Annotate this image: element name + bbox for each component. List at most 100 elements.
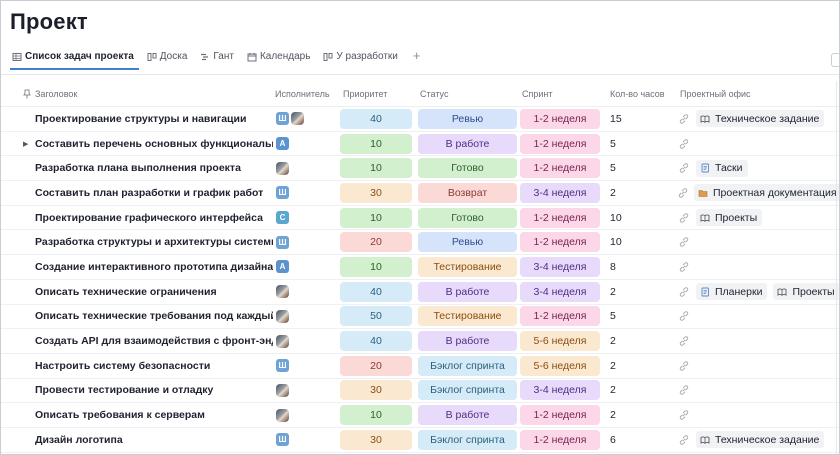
- sprint-cell[interactable]: 3-4 неделя: [520, 281, 608, 302]
- expand-caret-icon[interactable]: ▶: [23, 140, 29, 148]
- status-cell[interactable]: Ревью: [418, 232, 520, 253]
- table-row[interactable]: Описать технические ограничения 40 В работ…: [1, 280, 839, 305]
- sprint-cell[interactable]: 1-2 неделя: [520, 158, 608, 179]
- office-chip[interactable]: Техническое задание: [696, 431, 825, 449]
- sprint-cell[interactable]: 1-2 неделя: [520, 405, 608, 426]
- link-icon-wrap[interactable]: [678, 188, 688, 198]
- hours-cell[interactable]: 2: [610, 384, 616, 397]
- link-icon-wrap[interactable]: [678, 262, 690, 272]
- link-icon-wrap[interactable]: [678, 212, 690, 223]
- sprint-cell[interactable]: 1-2 неделя: [520, 133, 608, 154]
- tab-1[interactable]: Доска: [145, 47, 193, 70]
- table-row[interactable]: Составить план разработки и график работ…: [1, 181, 839, 206]
- hours-cell[interactable]: 2: [610, 186, 616, 199]
- office-chip[interactable]: Проектная документация: [694, 184, 839, 202]
- status-cell[interactable]: В работе: [418, 405, 520, 426]
- table-row[interactable]: ▶ Составить перечень основных функциональ…: [1, 132, 839, 157]
- task-title-cell[interactable]: Разработка структуры и архитектуры систе…: [1, 236, 273, 248]
- status-cell[interactable]: Тестирование: [418, 306, 520, 327]
- table-row[interactable]: Создать API для взаимодействия с фронт-э…: [1, 329, 839, 354]
- office-cell[interactable]: [678, 237, 839, 247]
- office-cell[interactable]: Планерки Проекты: [678, 283, 839, 301]
- table-row[interactable]: Описать технические требования под кажды…: [1, 305, 839, 330]
- assignee-cell[interactable]: Ш: [273, 186, 340, 200]
- assignee-cell[interactable]: [273, 408, 340, 422]
- assignee-cell[interactable]: А: [273, 137, 340, 151]
- link-icon-wrap[interactable]: [678, 237, 690, 247]
- assignee-cell[interactable]: [273, 334, 340, 348]
- task-title-cell[interactable]: Описать технические требования под кажды…: [1, 310, 273, 322]
- status-cell[interactable]: В работе: [418, 331, 520, 352]
- status-cell[interactable]: Бэклог спринта: [418, 429, 520, 450]
- table-row[interactable]: Дизайн логотипа Ш 30 Бэклог спринта 1-2 неде…: [1, 428, 839, 453]
- office-chip[interactable]: Техническое задание: [696, 110, 825, 128]
- tab-3[interactable]: Календарь: [245, 47, 315, 70]
- office-cell[interactable]: [678, 410, 839, 420]
- task-title-cell[interactable]: Составить план разработки и график работ: [1, 187, 273, 199]
- sprint-cell[interactable]: 1-2 неделя: [520, 306, 608, 327]
- assignee-cell[interactable]: С: [273, 211, 340, 225]
- task-title-cell[interactable]: Описать технические ограничения: [1, 286, 273, 298]
- table-row[interactable]: Провести тестирование и отладку 30 Бэклог …: [1, 379, 839, 404]
- assignee-cell[interactable]: А: [273, 260, 340, 274]
- table-row[interactable]: Проектирование графического интерфейса С 1…: [1, 206, 839, 231]
- status-cell[interactable]: Готово: [418, 207, 520, 228]
- hours-cell[interactable]: 5: [610, 162, 616, 175]
- table-row[interactable]: Проектирование структуры и навигации Ш 40 Р…: [1, 107, 839, 132]
- priority-cell[interactable]: 40: [340, 281, 418, 302]
- sprint-cell[interactable]: 3-4 неделя: [520, 380, 608, 401]
- column-header-assignee[interactable]: Исполнитель: [275, 88, 330, 99]
- status-cell[interactable]: В работе: [418, 133, 520, 154]
- tab-2[interactable]: Гант: [198, 47, 239, 70]
- hours-cell[interactable]: 5: [610, 310, 616, 323]
- table-row[interactable]: Разработка структуры и архитектуры систе…: [1, 230, 839, 256]
- status-cell[interactable]: Бэклог спринта: [418, 380, 520, 401]
- add-tab-button[interactable]: +: [412, 48, 421, 63]
- column-header-title[interactable]: Заголовок: [1, 89, 273, 99]
- priority-cell[interactable]: 10: [340, 405, 418, 426]
- link-icon-wrap[interactable]: [678, 311, 690, 322]
- tab-0[interactable]: Список задач проекта: [10, 47, 139, 70]
- priority-cell[interactable]: 10: [340, 256, 418, 277]
- hours-cell[interactable]: 2: [610, 409, 616, 422]
- status-cell[interactable]: Готово: [418, 158, 520, 179]
- office-cell[interactable]: [678, 385, 839, 396]
- priority-cell[interactable]: 30: [340, 429, 418, 450]
- priority-cell[interactable]: 30: [340, 380, 418, 401]
- sprint-cell[interactable]: 3-4 неделя: [520, 182, 608, 203]
- column-header-priority[interactable]: Приоритет: [343, 88, 388, 99]
- priority-cell[interactable]: 40: [340, 108, 418, 129]
- task-title-cell[interactable]: Создание интерактивного прототипа дизайн…: [1, 261, 273, 273]
- status-cell[interactable]: Ревью: [418, 108, 520, 129]
- office-cell[interactable]: Проекты: [678, 209, 839, 227]
- assignee-cell[interactable]: Ш: [273, 112, 340, 126]
- status-cell[interactable]: Тестирование: [418, 256, 520, 277]
- hours-cell[interactable]: 5: [610, 137, 616, 150]
- hours-cell[interactable]: 2: [610, 285, 616, 298]
- hours-cell[interactable]: 6: [610, 433, 616, 446]
- status-cell[interactable]: В работе: [418, 281, 520, 302]
- office-cell[interactable]: [678, 138, 839, 149]
- priority-cell[interactable]: 10: [340, 133, 418, 154]
- priority-cell[interactable]: 30: [340, 182, 418, 203]
- side-panel-handle[interactable]: [831, 53, 839, 67]
- office-cell[interactable]: [678, 262, 839, 272]
- link-icon-wrap[interactable]: [678, 435, 690, 445]
- assignee-cell[interactable]: [273, 383, 340, 397]
- task-title-cell[interactable]: Проектирование структуры и навигации: [1, 113, 273, 125]
- task-title-cell[interactable]: Создать API для взаимодействия с фронт-э…: [1, 335, 273, 347]
- column-header-office[interactable]: Проектный офис: [680, 88, 751, 99]
- table-row[interactable]: Создание интерактивного прототипа дизайн…: [1, 255, 839, 280]
- office-chip[interactable]: Проекты: [696, 209, 763, 227]
- link-icon-wrap[interactable]: [678, 286, 690, 297]
- column-header-hours[interactable]: Кол-во часов: [610, 88, 665, 99]
- table-row[interactable]: Разработка плана выполнения проекта 10 Гот…: [1, 156, 839, 182]
- sprint-cell[interactable]: 1-2 неделя: [520, 429, 608, 450]
- hours-cell[interactable]: 2: [610, 359, 616, 372]
- tab-4[interactable]: У разработки: [321, 47, 402, 70]
- priority-cell[interactable]: 40: [340, 331, 418, 352]
- hours-cell[interactable]: 10: [610, 236, 622, 249]
- hours-cell[interactable]: 15: [610, 112, 622, 125]
- priority-cell[interactable]: 20: [340, 232, 418, 253]
- task-title-cell[interactable]: Настроить систему безопасности: [1, 360, 273, 372]
